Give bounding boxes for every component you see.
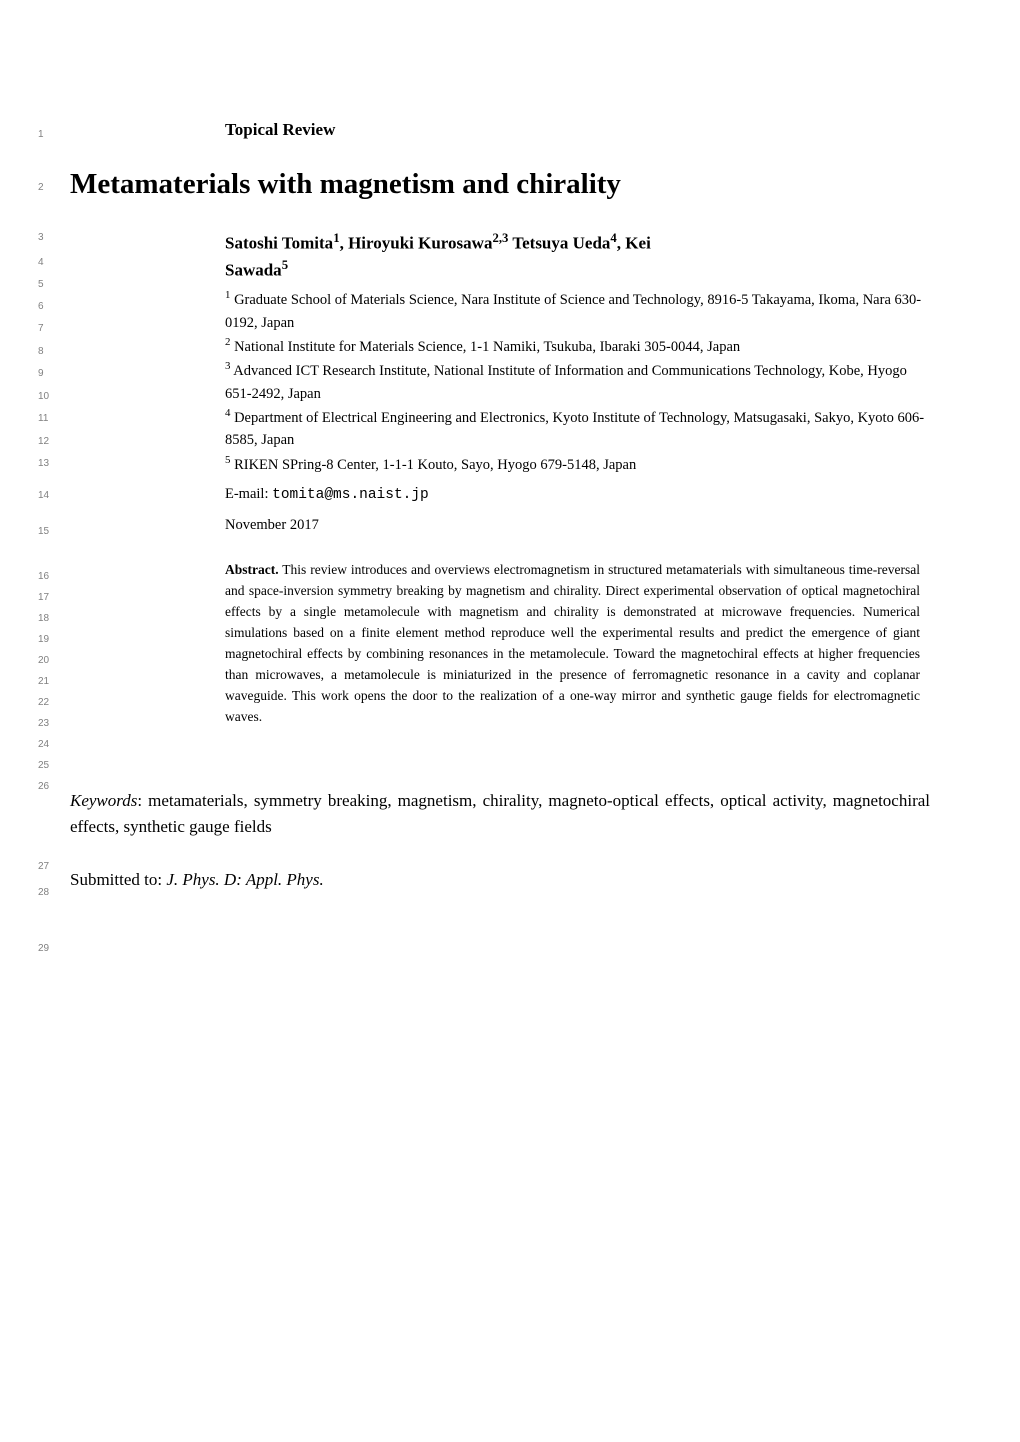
email-line: E-mail: tomita@ms.naist.jp <box>225 486 930 503</box>
line-number: 12 <box>38 437 49 447</box>
affiliation-text: National Institute for Materials Science… <box>230 339 740 355</box>
line-number: 9 <box>38 369 44 379</box>
line-number: 14 <box>38 491 49 501</box>
line-number: 13 <box>38 459 49 469</box>
line-number: 29 <box>38 944 49 954</box>
affiliation-text: Department of Electrical Engineering and… <box>225 410 924 448</box>
line-number: 24 <box>38 740 49 750</box>
submitted-label: Submitted to: <box>70 870 166 889</box>
authors: Satoshi Tomita1, Hiroyuki Kurosawa2,3 Te… <box>225 229 930 283</box>
line-number: 11 <box>38 414 48 424</box>
author-affil-sup: 2,3 <box>492 231 508 245</box>
abstract-text: This review introduces and overviews ele… <box>225 562 920 723</box>
paper-title: Metamaterials with magnetism and chirali… <box>70 168 930 201</box>
line-number: 18 <box>38 614 49 624</box>
line-number: 25 <box>38 761 49 771</box>
keywords-text: : metamaterials, symmetry breaking, magn… <box>70 791 930 836</box>
line-number: 8 <box>38 347 44 357</box>
affiliation-text: RIKEN SPring-8 Center, 1-1-1 Kouto, Sayo… <box>230 457 636 473</box>
line-number: 6 <box>38 302 44 312</box>
line-number: 3 <box>38 233 44 243</box>
line-number: 10 <box>38 392 49 402</box>
keywords-label: Keywords <box>70 791 137 810</box>
page: 1234567891011121314151617181920212223242… <box>0 0 1020 950</box>
submitted-journal: J. Phys. D: Appl. Phys. <box>166 870 323 889</box>
affiliations: 1 Graduate School of Materials Science, … <box>225 287 930 476</box>
line-number: 26 <box>38 782 49 792</box>
author-name: Sawada <box>225 261 282 280</box>
line-number: 27 <box>38 862 49 872</box>
line-number: 17 <box>38 593 49 603</box>
email-label: E-mail: <box>225 486 272 502</box>
line-number: 21 <box>38 677 49 687</box>
abstract-label: Abstract. <box>225 562 279 577</box>
author-name: Tetsuya Ueda <box>508 234 610 253</box>
email-address: tomita@ms.naist.jp <box>272 487 429 503</box>
submitted-to: Submitted to: J. Phys. D: Appl. Phys. <box>70 870 930 890</box>
author-name: Satoshi Tomita <box>225 234 333 253</box>
topical-review-label: Topical Review <box>225 120 930 140</box>
affiliation-text: Advanced ICT Research Institute, Nationa… <box>225 363 907 401</box>
author-name: , Hiroyuki Kurosawa <box>340 234 493 253</box>
line-number: 16 <box>38 572 49 582</box>
line-number: 19 <box>38 635 49 645</box>
author-affil-sup: 5 <box>282 258 288 272</box>
date: November 2017 <box>225 517 930 534</box>
line-number: 1 <box>38 130 44 140</box>
affiliation-text: Graduate School of Materials Science, Na… <box>225 292 921 330</box>
line-number: 7 <box>38 324 44 334</box>
line-number: 20 <box>38 656 49 666</box>
author-name: , Kei <box>617 234 651 253</box>
line-number: 28 <box>38 888 49 898</box>
line-number: 4 <box>38 258 44 268</box>
line-number: 22 <box>38 698 49 708</box>
line-number: 2 <box>38 183 44 193</box>
line-number: 5 <box>38 280 44 290</box>
line-number: 23 <box>38 719 49 729</box>
keywords: Keywords: metamaterials, symmetry breaki… <box>70 788 930 841</box>
abstract: Abstract. This review introduces and ove… <box>225 560 920 727</box>
line-number: 15 <box>38 527 49 537</box>
